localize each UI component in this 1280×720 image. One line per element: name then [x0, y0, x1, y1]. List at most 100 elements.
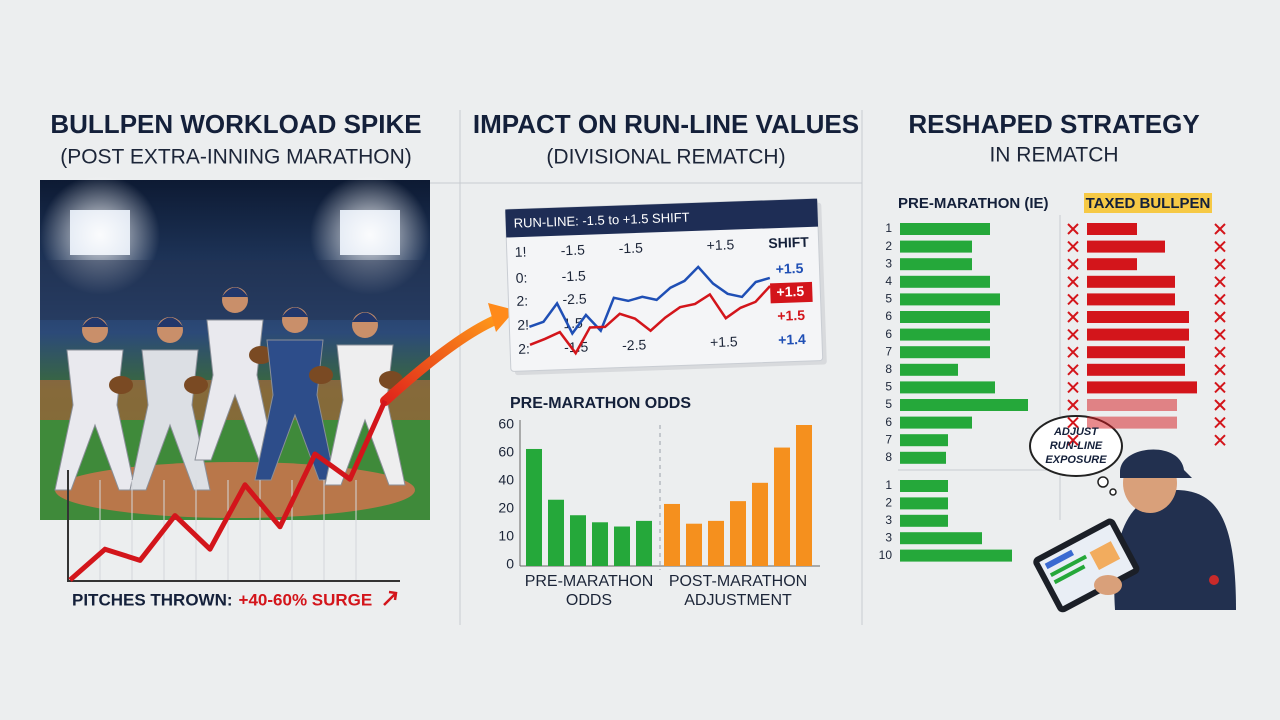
y-tick-label: 20	[498, 500, 514, 516]
x-mark	[1214, 328, 1226, 341]
table-cell: +1.5	[710, 333, 738, 350]
x-mark	[1214, 399, 1226, 411]
bar	[614, 526, 630, 566]
y-tick-label: 60	[498, 416, 514, 432]
bubble-text: RUN-LINE	[1050, 440, 1103, 452]
pre-bar	[900, 416, 972, 429]
row-label: 1	[885, 221, 892, 235]
y-tick-label: 40	[498, 472, 514, 488]
bar	[774, 447, 790, 566]
x-mark	[1067, 223, 1079, 235]
caption-label: PITCHES THROWN:	[72, 590, 233, 609]
row-label: 3	[885, 513, 892, 527]
run-line-card: RUN-LINE: -1.5 to +1.5 SHIFT 1! -1.5 -1.5 +…	[504, 198, 827, 376]
pre-bar	[900, 346, 990, 359]
manager-figure	[1033, 449, 1236, 613]
x-mark	[1067, 311, 1079, 323]
caption-value: +40-60% SURGE	[239, 590, 373, 609]
x-mark	[1214, 434, 1226, 446]
bar	[686, 523, 702, 566]
group-label: ADJUSTMENT	[684, 592, 792, 609]
row-label: 2	[885, 239, 892, 253]
group-label: PRE-MARATHON	[525, 573, 654, 590]
pre-bar	[900, 240, 972, 253]
bar	[664, 503, 680, 566]
workload-grid	[99, 480, 357, 580]
table-cell: 1!	[514, 244, 526, 260]
player-cap	[282, 307, 308, 317]
x-mark	[1214, 416, 1226, 429]
table-cell: 2!	[517, 316, 529, 332]
y-tick-label: 0	[506, 556, 514, 572]
x-mark	[1214, 346, 1226, 358]
row-label: 2	[885, 496, 892, 510]
x-mark	[1214, 240, 1226, 253]
x-mark	[1214, 364, 1226, 376]
row-label: 7	[885, 344, 892, 358]
shift-value: SHIFT	[768, 234, 809, 251]
row-label: 5	[885, 292, 892, 306]
row-label: 6	[885, 309, 892, 323]
taxed-bar	[1087, 258, 1137, 271]
column-label: TAXED BULLPEN	[1086, 195, 1211, 212]
row-label: 5	[885, 397, 892, 411]
pre-bar	[900, 399, 1028, 411]
panel-subtitle: IN REMATCH	[989, 144, 1118, 167]
row-label: 3	[885, 256, 892, 270]
taxed-bar	[1087, 275, 1175, 288]
taxed-bar	[1087, 399, 1177, 411]
taxed-bar	[1087, 293, 1175, 306]
pre-bar	[900, 328, 990, 341]
panel-subtitle: (POST EXTRA-INNING MARATHON)	[60, 146, 412, 169]
pre-bar	[900, 480, 948, 492]
taxed-bar	[1087, 416, 1177, 429]
bar	[548, 499, 564, 566]
odds-line	[528, 265, 771, 336]
panel-title: RESHAPED STRATEGY	[908, 109, 1199, 139]
pre-bar	[900, 532, 982, 545]
x-mark	[1067, 434, 1079, 446]
x-mark	[1067, 258, 1079, 270]
pre-bar	[900, 363, 958, 376]
x-mark	[1214, 381, 1226, 394]
pre-bar	[900, 293, 1000, 306]
bar	[708, 520, 724, 566]
pre-bar	[900, 549, 1012, 562]
row-label: 3	[885, 530, 892, 544]
group-label: POST-MARATHON	[669, 573, 807, 590]
row-label: 4	[885, 274, 892, 288]
row-label: 6	[885, 415, 892, 429]
x-mark	[1067, 328, 1079, 341]
glove	[249, 346, 273, 364]
row-label: 8	[885, 450, 892, 464]
table-cell: 2:	[516, 292, 528, 308]
bar	[526, 448, 542, 566]
shift-value: +1.5	[775, 260, 803, 277]
pre-bar	[900, 311, 990, 323]
x-mark	[1067, 381, 1079, 394]
pre-bar	[900, 451, 946, 464]
row-label: 10	[879, 548, 893, 562]
label-highlight	[1084, 193, 1212, 213]
bar	[752, 482, 768, 566]
x-mark	[1214, 276, 1226, 288]
workload-line	[68, 399, 388, 582]
table-cell: -1.5	[561, 267, 586, 284]
panel-title: BULLPEN WORKLOAD SPIKE	[50, 109, 421, 139]
odds-line	[529, 285, 772, 356]
y-tick-label: 60	[498, 444, 514, 460]
x-mark	[1067, 240, 1079, 253]
pre-bar	[900, 258, 972, 271]
column-label: PRE-MARATHON (IE)	[898, 195, 1049, 212]
x-mark	[1067, 399, 1079, 411]
card-header: RUN-LINE: -1.5 to +1.5 SHIFT	[513, 210, 689, 231]
taxed-bar	[1087, 346, 1185, 359]
pre-bar	[900, 514, 948, 527]
table-cell: -1.5	[560, 241, 585, 258]
bar	[570, 515, 586, 566]
player-cap	[352, 312, 378, 322]
taxed-bar	[1087, 328, 1189, 341]
x-mark	[1214, 258, 1226, 270]
